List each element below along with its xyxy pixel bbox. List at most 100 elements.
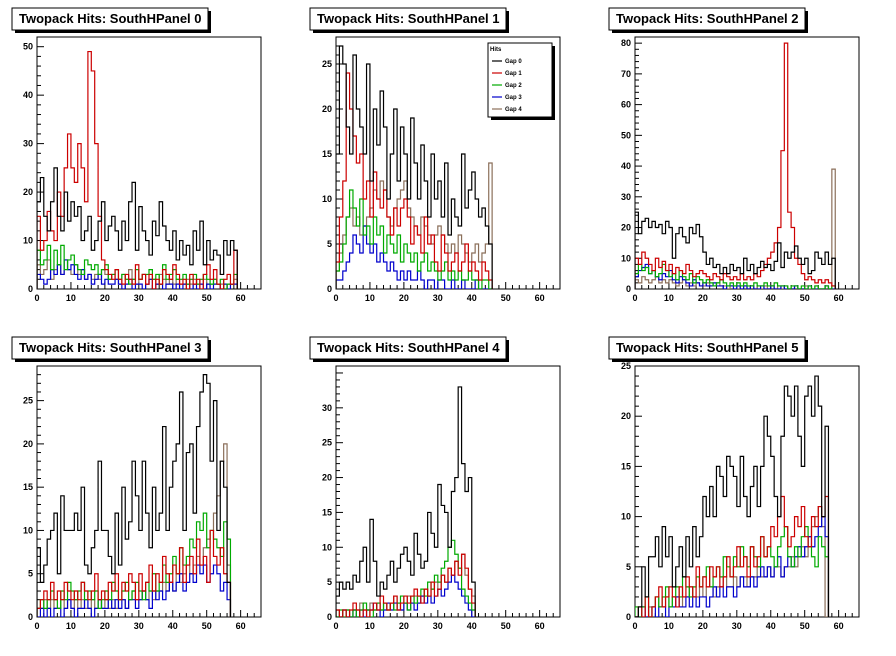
y-tick-label: 80 bbox=[621, 38, 631, 48]
title-box bbox=[11, 7, 209, 31]
x-tick-label: 20 bbox=[100, 293, 110, 303]
y-tick-label: 10 bbox=[322, 542, 332, 552]
chart-title: Twopack Hits: SouthHPanel 3 bbox=[19, 340, 202, 355]
y-tick-label: 30 bbox=[23, 139, 33, 149]
y-tick-label: 60 bbox=[621, 100, 631, 110]
y-tick-label: 50 bbox=[621, 130, 631, 140]
series-line-gap-1 bbox=[635, 42, 836, 289]
x-tick-label: 60 bbox=[834, 293, 844, 303]
x-tick-label: 0 bbox=[34, 621, 39, 631]
x-tick-label: 10 bbox=[66, 621, 76, 631]
series-group bbox=[37, 50, 238, 289]
series-line-gap-0 bbox=[37, 374, 232, 617]
x-tick-label: 20 bbox=[100, 621, 110, 631]
x-tick-label: 40 bbox=[766, 621, 776, 631]
x-tick-label: 20 bbox=[698, 621, 708, 631]
series-line-gap-3 bbox=[336, 225, 493, 289]
x-tick-label: 0 bbox=[333, 621, 338, 631]
y-tick-label: 20 bbox=[23, 187, 33, 197]
x-tick-label: 30 bbox=[732, 621, 742, 631]
series-group bbox=[336, 386, 476, 617]
chart-panel-1: Twopack Hits: SouthHPanel 10 10 20 30 40 50 60… bbox=[309, 7, 561, 303]
y-tick-label: 5 bbox=[626, 562, 631, 572]
x-tick-label: 50 bbox=[202, 621, 212, 631]
plot-frame bbox=[634, 365, 860, 618]
x-tick-label: 60 bbox=[236, 293, 246, 303]
y-tick-label: 20 bbox=[23, 439, 33, 449]
x-tick-label: 50 bbox=[202, 293, 212, 303]
y-tick-label: 0 bbox=[327, 612, 332, 622]
legend-box bbox=[487, 42, 553, 118]
x-tick-label: 40 bbox=[467, 293, 477, 303]
plot-frame bbox=[36, 365, 262, 618]
x-tick-label: 60 bbox=[535, 293, 545, 303]
y-tick-label: 20 bbox=[322, 473, 332, 483]
y-tick-label: 0 bbox=[626, 612, 631, 622]
series-group bbox=[336, 45, 493, 289]
x-tick-label: 20 bbox=[399, 621, 409, 631]
y-tick-label: 20 bbox=[621, 223, 631, 233]
y-tick-label: 15 bbox=[322, 149, 332, 159]
chart-title: Twopack Hits: SouthHPanel 5 bbox=[616, 340, 799, 355]
legend-title: Hits bbox=[490, 47, 502, 53]
chart-title: Twopack Hits: SouthHPanel 2 bbox=[616, 11, 799, 26]
y-tick-label: 10 bbox=[322, 194, 332, 204]
series-line-gap-1 bbox=[37, 529, 232, 617]
y-tick-label: 10 bbox=[23, 236, 33, 246]
plot-frame bbox=[634, 36, 860, 290]
chart-title: Twopack Hits: SouthHPanel 0 bbox=[19, 11, 202, 26]
series-line-gap-1 bbox=[37, 50, 238, 289]
y-tick-label: 30 bbox=[621, 192, 631, 202]
chart-panel-4: Twopack Hits: SouthHPanel 40 10 20 30 40 50 60… bbox=[309, 336, 561, 631]
x-tick-label: 50 bbox=[800, 293, 810, 303]
x-tick-label: 10 bbox=[365, 621, 375, 631]
series-line-gap-0 bbox=[635, 375, 830, 617]
y-tick-label: 30 bbox=[322, 403, 332, 413]
series-line-gap-0 bbox=[37, 167, 238, 289]
y-tick-label: 10 bbox=[23, 525, 33, 535]
x-tick-label: 60 bbox=[236, 621, 246, 631]
y-tick-label: 5 bbox=[327, 239, 332, 249]
series-line-gap-2 bbox=[635, 526, 830, 617]
y-tick-label: 15 bbox=[322, 507, 332, 517]
x-tick-label: 20 bbox=[399, 293, 409, 303]
legend-entry: Gap 4 bbox=[505, 107, 522, 113]
x-tick-label: 60 bbox=[535, 621, 545, 631]
y-tick-label: 20 bbox=[621, 411, 631, 421]
chart-panel-2: Twopack Hits: SouthHPanel 2 0 10 20 30 40 50 60… bbox=[608, 7, 860, 303]
series-line-gap-3 bbox=[37, 564, 232, 617]
y-tick-label: 25 bbox=[621, 361, 631, 371]
chart-title: Twopack Hits: SouthHPanel 4 bbox=[317, 340, 500, 355]
title-box bbox=[309, 7, 507, 31]
y-tick-label: 0 bbox=[28, 612, 33, 622]
y-tick-label: 0 bbox=[28, 284, 33, 294]
x-tick-label: 30 bbox=[732, 293, 742, 303]
y-tick-label: 5 bbox=[327, 577, 332, 587]
x-tick-label: 0 bbox=[632, 293, 637, 303]
series-line-gap-4 bbox=[336, 162, 493, 289]
series-line-gap-0 bbox=[336, 386, 476, 617]
y-tick-label: 40 bbox=[621, 161, 631, 171]
y-tick-label: 25 bbox=[322, 438, 332, 448]
x-tick-label: 40 bbox=[766, 293, 776, 303]
chart-title: Twopack Hits: SouthHPanel 1 bbox=[317, 11, 500, 26]
y-tick-label: 50 bbox=[23, 42, 33, 52]
x-tick-label: 0 bbox=[34, 293, 39, 303]
y-tick-label: 25 bbox=[23, 396, 33, 406]
y-tick-label: 0 bbox=[327, 284, 332, 294]
y-tick-label: 70 bbox=[621, 69, 631, 79]
series-line-gap-3 bbox=[635, 516, 830, 617]
x-tick-label: 10 bbox=[664, 293, 674, 303]
y-tick-label: 15 bbox=[23, 482, 33, 492]
series-line-gap-4 bbox=[635, 505, 829, 617]
y-tick-label: 40 bbox=[23, 90, 33, 100]
x-tick-label: 40 bbox=[168, 621, 178, 631]
x-tick-label: 50 bbox=[501, 293, 511, 303]
y-tick-label: 5 bbox=[28, 569, 33, 579]
x-tick-label: 50 bbox=[501, 621, 511, 631]
x-tick-label: 30 bbox=[433, 621, 443, 631]
y-tick-label: 20 bbox=[322, 104, 332, 114]
y-tick-label: 15 bbox=[621, 461, 631, 471]
x-tick-label: 10 bbox=[365, 293, 375, 303]
